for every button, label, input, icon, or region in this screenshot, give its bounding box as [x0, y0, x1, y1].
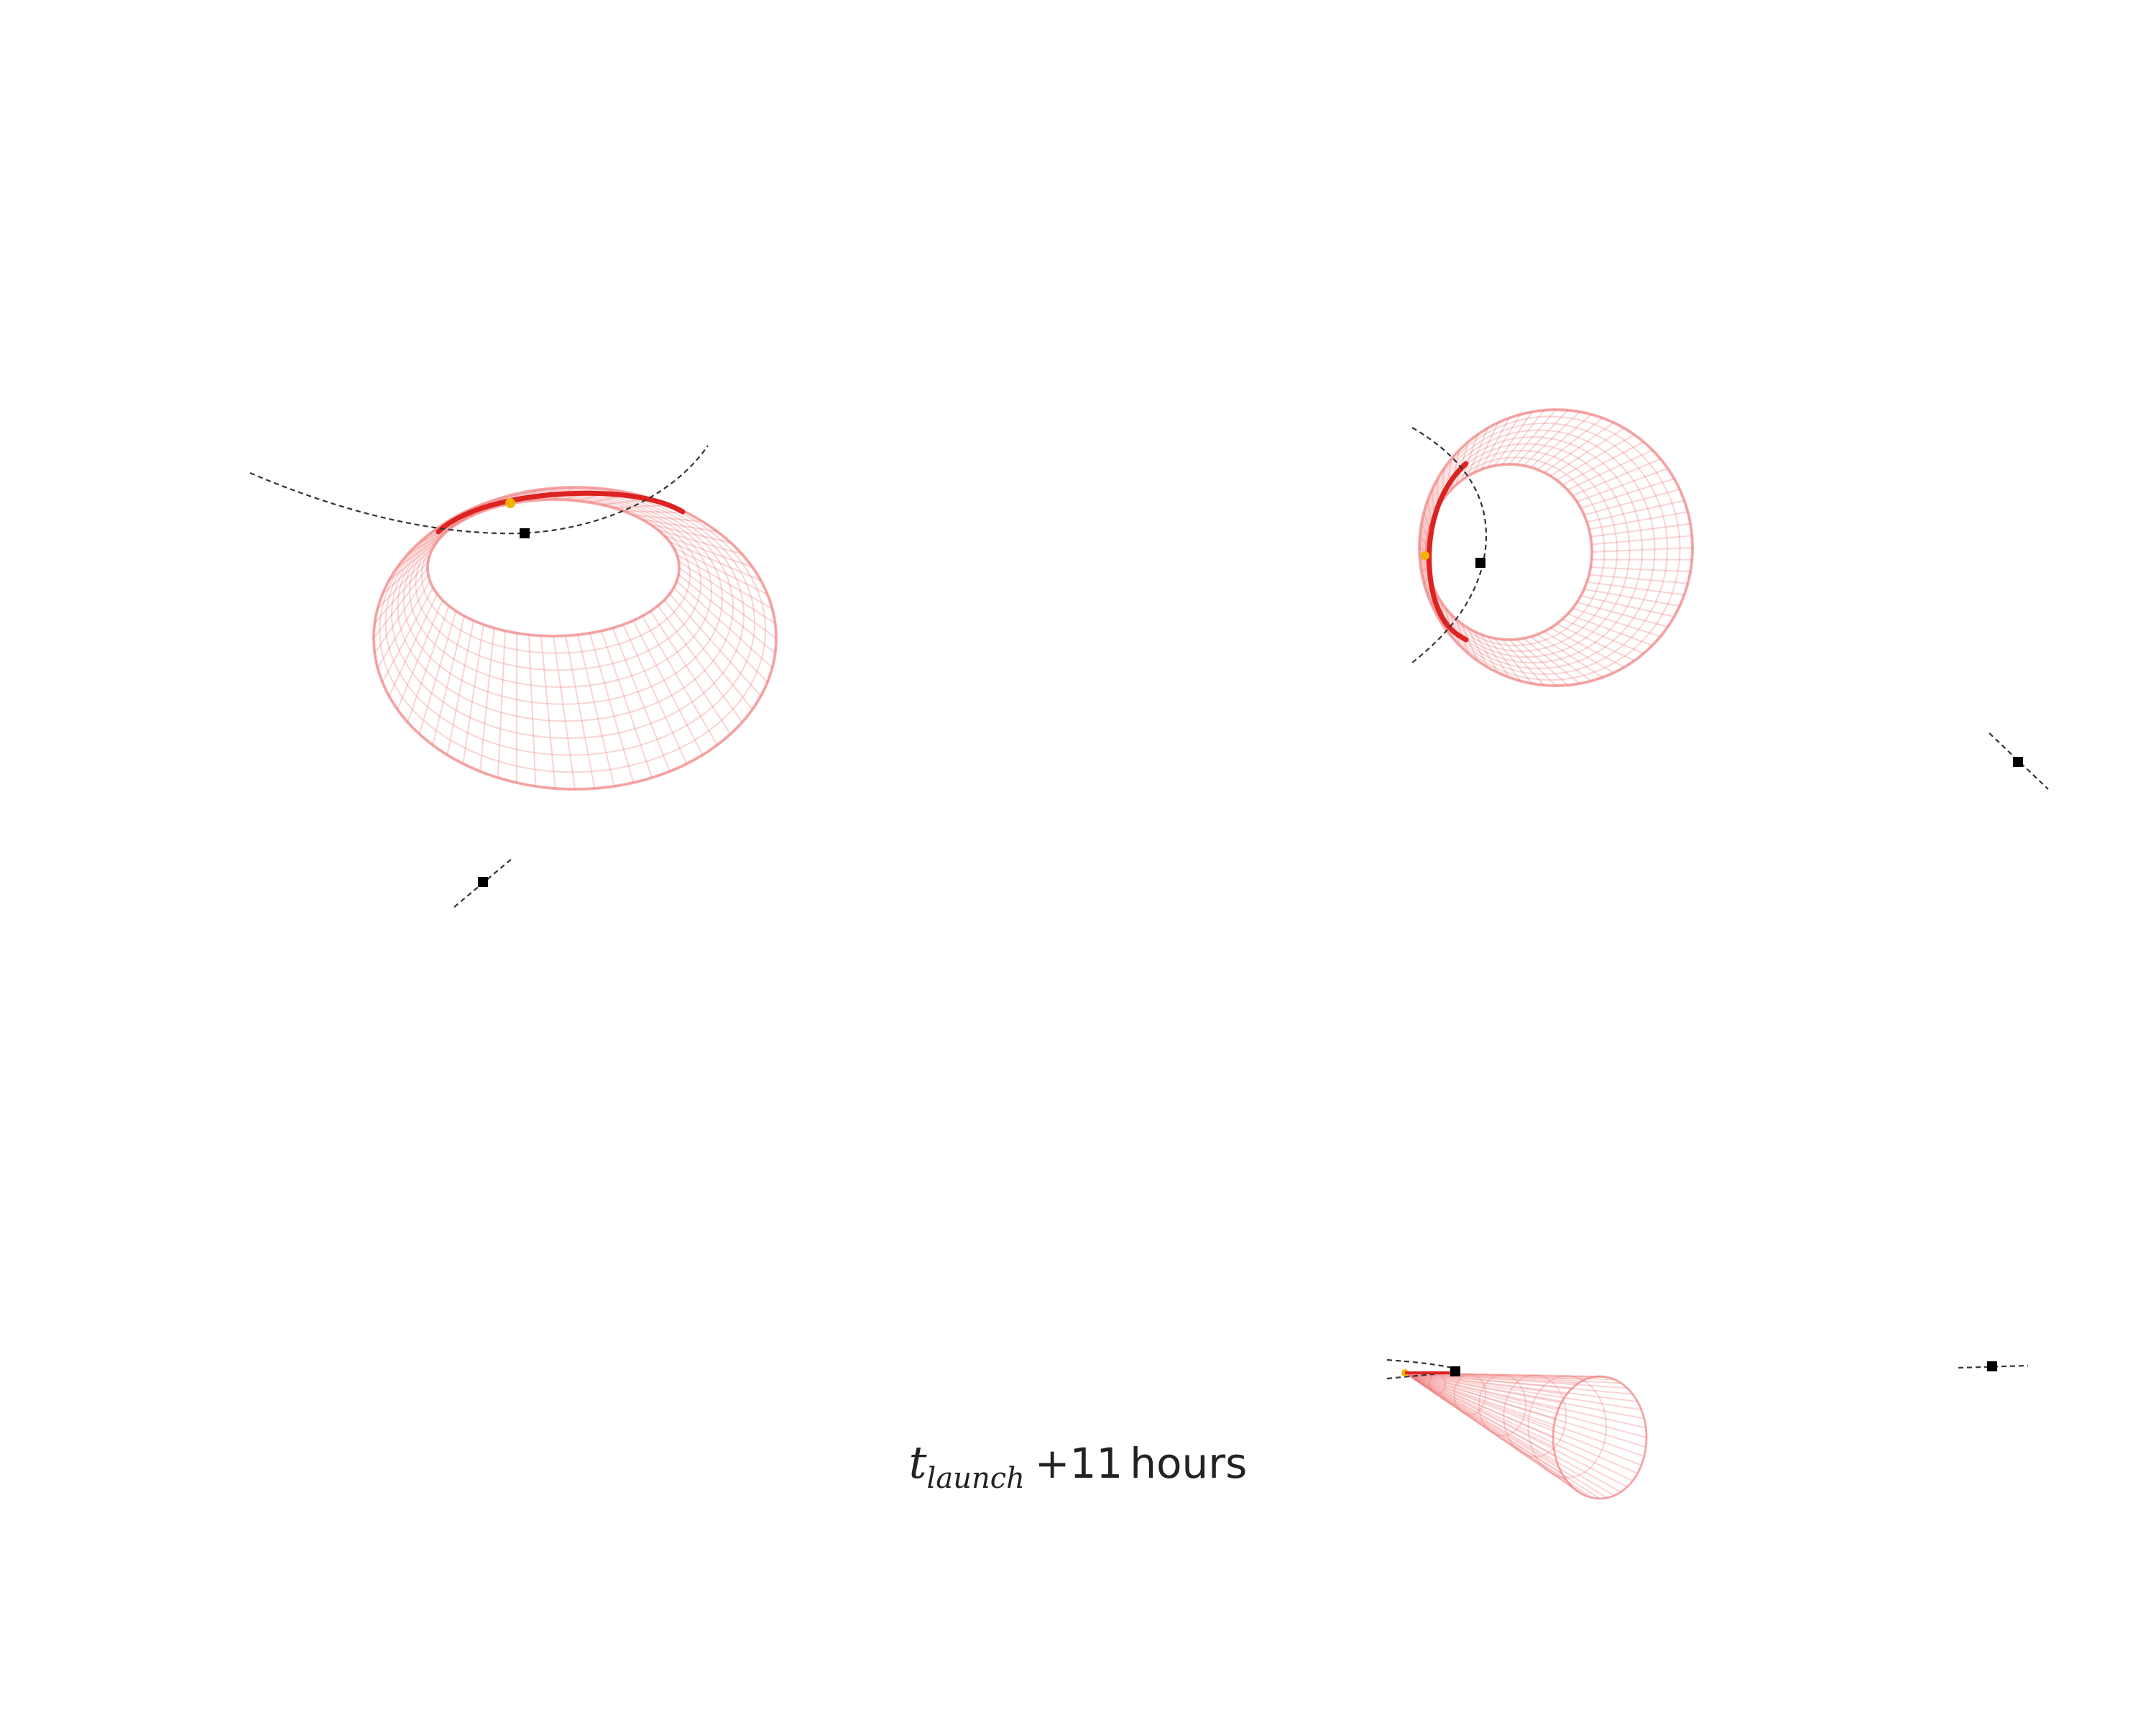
spacecraft-marker [520, 528, 530, 538]
time-symbol: t [908, 1436, 927, 1489]
cone-mesh-edge-on [1404, 1372, 1648, 1500]
torus-mesh-face-on [1418, 408, 1694, 687]
highlight-point [1421, 551, 1429, 560]
spacecraft-marker [1450, 1366, 1460, 1376]
trajectory-arc [1427, 461, 1469, 643]
trajectory-arc [436, 490, 686, 535]
body-marker-right [2013, 757, 2023, 767]
orbit-path [1411, 427, 1487, 663]
panel-bottom-right [1386, 1358, 1648, 1500]
spacecraft-marker [1475, 558, 1485, 568]
panel-top-left [249, 445, 778, 791]
orbit-path [249, 445, 709, 535]
body-marker-left [478, 877, 488, 887]
panel-bottom-left [453, 732, 2049, 1371]
torus-mesh-oblique [372, 486, 778, 791]
highlight-point [505, 498, 515, 508]
orbit-path-upper [1386, 1358, 1460, 1371]
time-offset: +11 [1034, 1439, 1123, 1488]
time-caption: tlaunch +11 hours [0, 1430, 2156, 1495]
panel-top-right [1411, 408, 1694, 687]
time-subscript: launch [926, 1462, 1025, 1495]
time-unit: hours [1130, 1439, 1248, 1488]
body-marker-bottom-right [1987, 1361, 1997, 1371]
orbit-segment-right [1989, 732, 2049, 790]
